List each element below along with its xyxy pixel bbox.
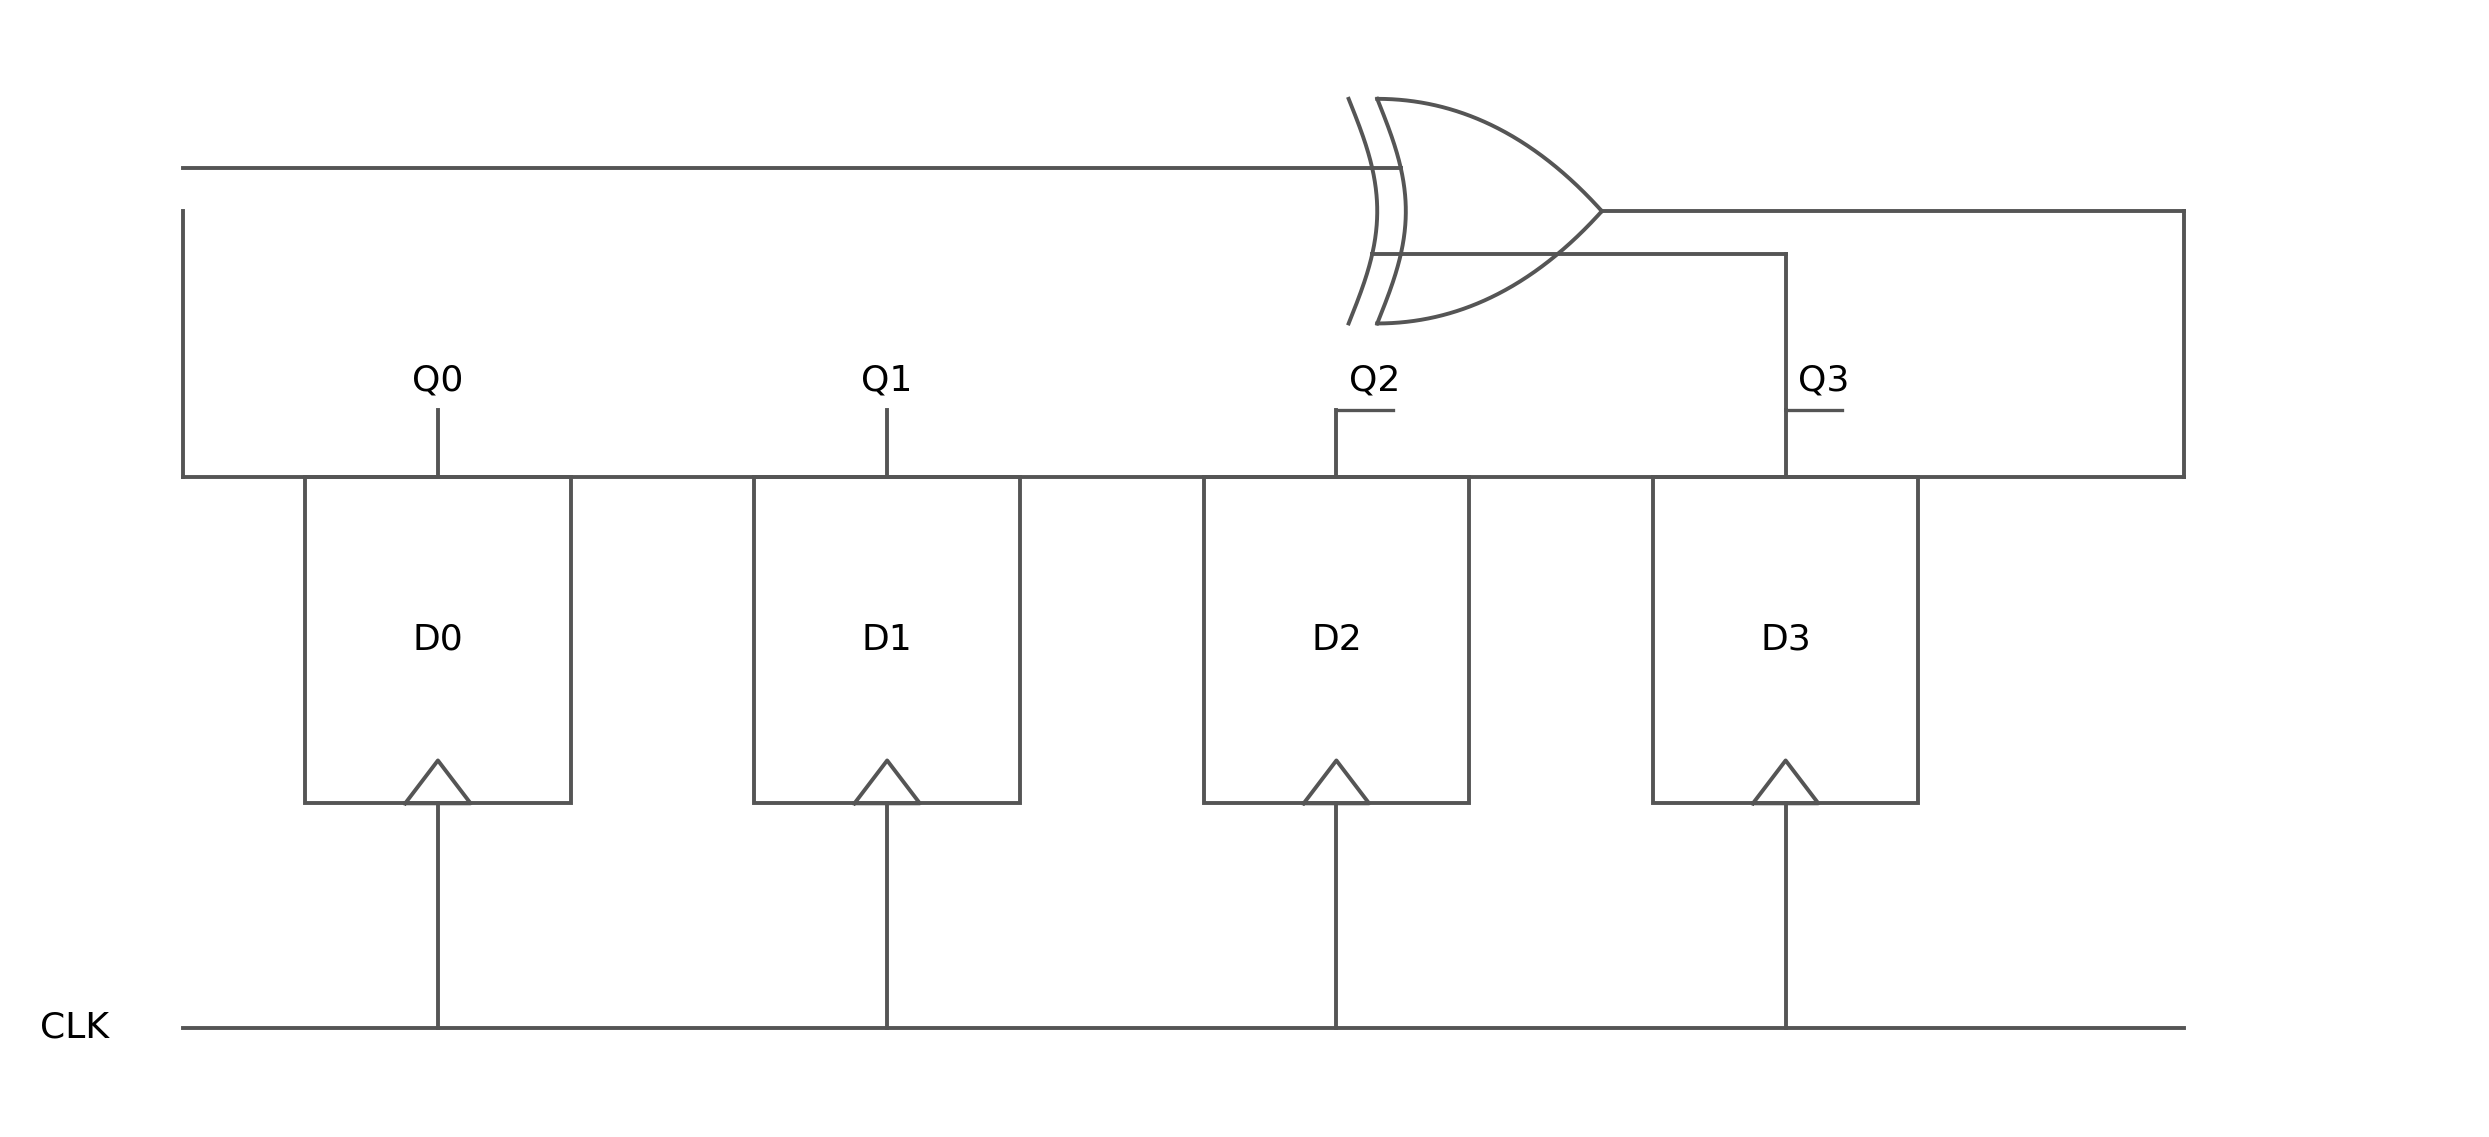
Text: Q1: Q1 xyxy=(861,364,913,398)
Bar xyxy=(306,476,570,804)
Text: D3: D3 xyxy=(1760,623,1812,657)
Bar xyxy=(1205,476,1469,804)
Bar xyxy=(1653,476,1919,804)
Text: Q3: Q3 xyxy=(1797,364,1849,398)
Text: Q0: Q0 xyxy=(413,364,463,398)
Text: D0: D0 xyxy=(413,623,463,657)
Text: D1: D1 xyxy=(861,623,913,657)
Text: D2: D2 xyxy=(1312,623,1361,657)
Text: Q2: Q2 xyxy=(1349,364,1399,398)
Text: CLK: CLK xyxy=(40,1011,110,1045)
Bar xyxy=(754,476,1020,804)
